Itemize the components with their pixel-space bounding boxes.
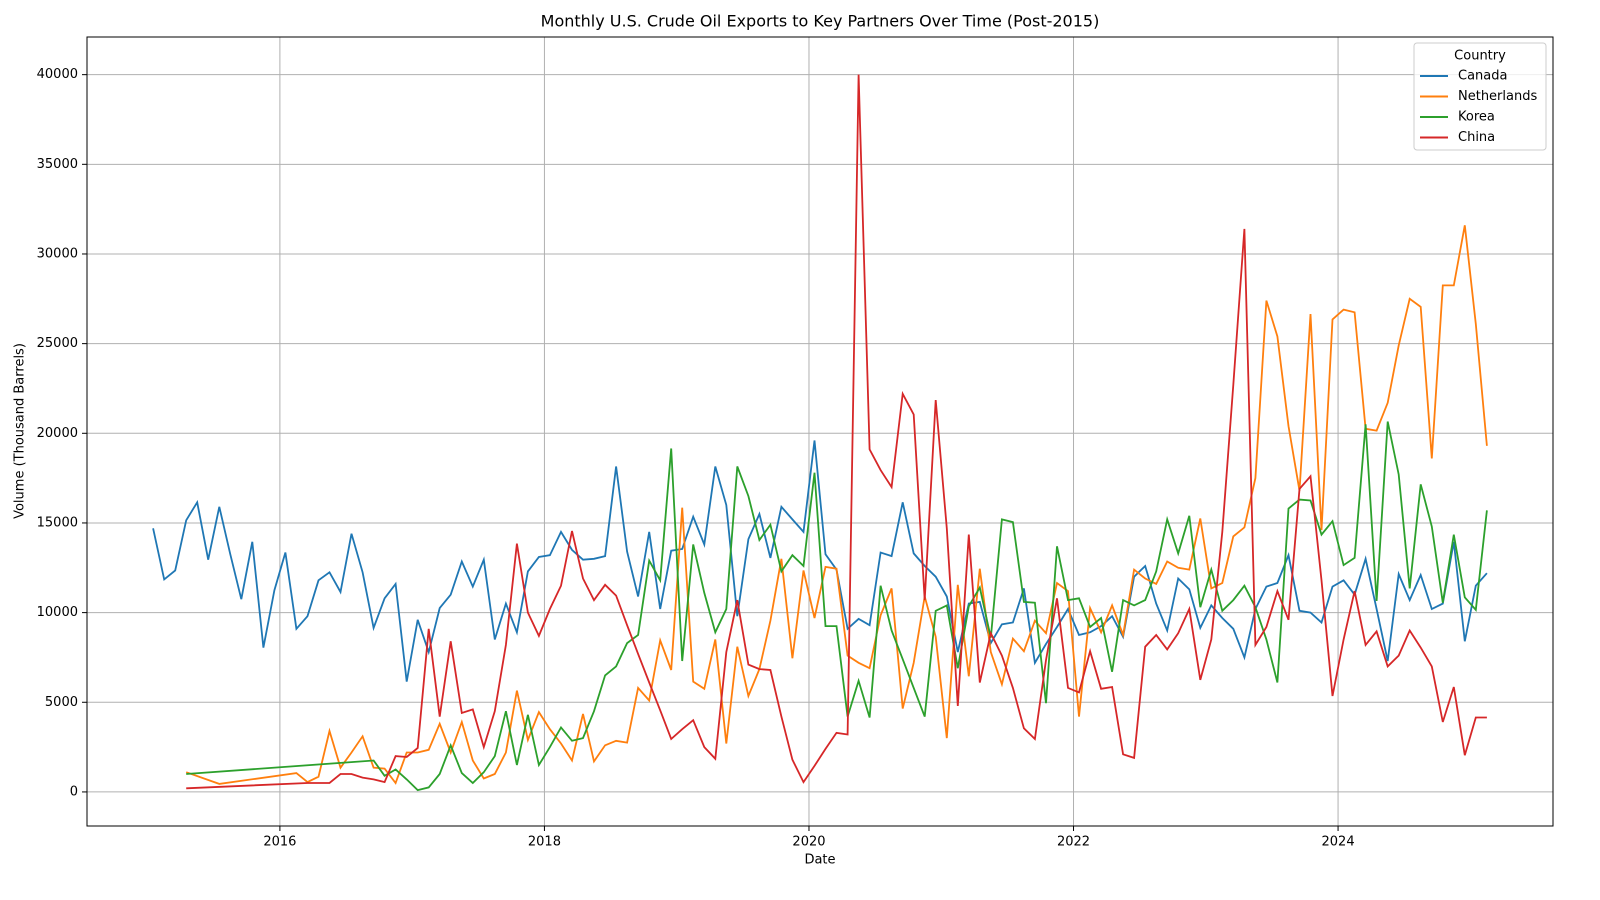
x-axis-label: Date xyxy=(804,853,835,868)
series-line xyxy=(186,74,1487,790)
y-axis-label: Volume (Thousand Barrels) xyxy=(13,343,28,519)
x-tick-label: 2020 xyxy=(792,835,825,850)
series-line xyxy=(185,225,1488,785)
y-tick-label: 10000 xyxy=(37,605,78,620)
x-tick-label: 2016 xyxy=(263,835,296,850)
y-tick-label: 30000 xyxy=(37,246,78,261)
y-tick-label: 40000 xyxy=(37,67,78,82)
y-tick-label: 0 xyxy=(70,784,78,799)
chart-title: Monthly U.S. Crude Oil Exports to Key Pa… xyxy=(541,12,1100,31)
x-tick-label: 2022 xyxy=(1057,835,1090,850)
plot-frame xyxy=(86,36,1554,827)
grid: 2016 2018 2020 2022 2024 0 5000 10000 15000 20000… xyxy=(37,37,1553,850)
legend-label: Korea xyxy=(1458,110,1495,125)
y-tick-label: 25000 xyxy=(37,336,78,351)
x-tick-label: 2018 xyxy=(528,835,561,850)
legend-label: Canada xyxy=(1458,69,1507,84)
plot-lines xyxy=(152,74,1488,792)
y-tick-label: 35000 xyxy=(37,157,78,172)
series-line xyxy=(152,440,1488,682)
x-tick-label: 2024 xyxy=(1322,835,1355,850)
y-tick-label: 5000 xyxy=(45,695,78,710)
legend-label: Netherlands xyxy=(1458,89,1537,104)
y-tick-label: 15000 xyxy=(37,515,78,530)
legend-label: China xyxy=(1458,130,1495,145)
legend: Country Canada Netherlands Korea China xyxy=(1413,42,1547,151)
legend-title: Country xyxy=(1454,49,1506,64)
legend-box xyxy=(1413,42,1547,151)
y-tick-label: 20000 xyxy=(37,426,78,441)
